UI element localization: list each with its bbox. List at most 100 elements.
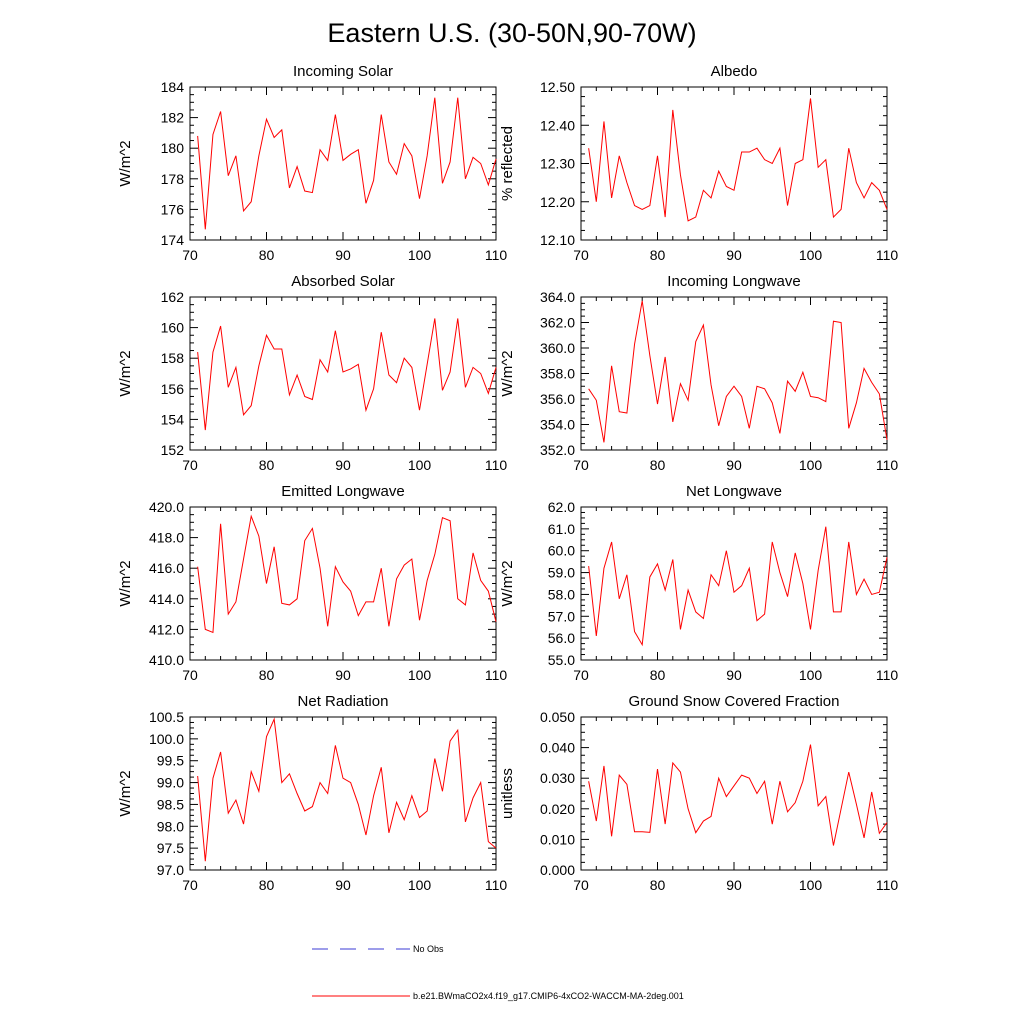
y-tick-label: 0.050 — [540, 709, 575, 725]
plot-frame — [580, 296, 888, 451]
y-tick-label: 56.0 — [548, 630, 575, 646]
x-tick-label: 90 — [335, 247, 351, 263]
series-line-net-longwave — [588, 526, 888, 647]
y-tick-label: 59.0 — [548, 565, 575, 581]
x-tick-label: 110 — [485, 877, 508, 893]
panel-net-radiation: 70 80 90 100 110 97.0 97.5 98.0 98.5 99.0 99.5 100.… — [117, 693, 507, 893]
y-tick-label: 100.5 — [149, 709, 184, 725]
x-tick-label: 70 — [573, 457, 589, 473]
y-tick-label: 97.5 — [157, 840, 184, 856]
x-tick-label: 110 — [876, 247, 899, 263]
plot-frame — [189, 716, 497, 871]
y-tick-label: 412.0 — [149, 621, 184, 637]
plot-frame — [580, 506, 888, 661]
panel-title: Albedo — [711, 63, 758, 80]
y-tick-label: 12.30 — [540, 156, 575, 172]
y-tick-label: 420.0 — [149, 499, 184, 515]
y-tick-label: 354.0 — [540, 417, 575, 433]
y-tick-label: 0.040 — [540, 740, 575, 756]
legend: No Obs b.e21.BWmaCO2x4.f19_g17.CMIP6-4xC… — [312, 944, 684, 1001]
y-tick-label: 12.50 — [540, 79, 575, 95]
x-tick-label: 80 — [259, 247, 275, 263]
panel-title: Ground Snow Covered Fraction — [629, 693, 840, 710]
series-line-ground-snow-covered-fraction — [588, 744, 888, 846]
y-tick-label: 184 — [161, 79, 185, 95]
panel-albedo: 70 80 90 100 110 12.10 12.20 12.30 12.40 12.50 Alb… — [499, 63, 898, 263]
x-tick-label: 110 — [485, 247, 508, 263]
y-tick-label: 100.0 — [149, 731, 184, 747]
x-tick-label: 80 — [650, 877, 666, 893]
x-tick-label: 110 — [876, 457, 899, 473]
y-tick-label: 12.10 — [540, 232, 575, 248]
panel-incoming-solar: 70 80 90 100 110 174 176 178 180 182 184 Incoming S… — [117, 63, 507, 263]
y-tick-label: 55.0 — [548, 652, 575, 668]
x-tick-label: 100 — [799, 457, 823, 473]
plot-frame — [189, 86, 497, 241]
y-tick-label: 61.0 — [548, 521, 575, 537]
x-tick-label: 80 — [259, 877, 275, 893]
plot-frame — [580, 716, 888, 871]
y-axis-label: W/m^2 — [499, 350, 516, 396]
x-tick-label: 90 — [335, 667, 351, 683]
panel-ground-snow-covered-fraction: 70 80 90 100 110 0.000 0.010 0.020 0.030 0.040 0.0… — [499, 693, 898, 893]
series-line-incoming-longwave — [588, 300, 888, 443]
y-tick-label: 156 — [161, 381, 185, 397]
x-tick-label: 100 — [408, 667, 432, 683]
x-tick-label: 80 — [650, 247, 666, 263]
x-tick-label: 100 — [408, 247, 432, 263]
x-tick-label: 90 — [726, 247, 742, 263]
x-tick-label: 70 — [182, 877, 198, 893]
panel-net-longwave: 70 80 90 100 110 55.0 56.0 57.0 58.0 59.0 60.0 61.0… — [499, 483, 898, 683]
y-tick-label: 178 — [161, 171, 185, 187]
x-tick-label: 70 — [573, 667, 589, 683]
y-tick-label: 182 — [161, 110, 185, 126]
y-tick-label: 362.0 — [540, 315, 575, 331]
y-tick-label: 98.5 — [157, 796, 184, 812]
y-axis-label: unitless — [499, 768, 516, 819]
y-tick-label: 364.0 — [540, 289, 575, 305]
x-tick-label: 110 — [485, 667, 508, 683]
y-tick-label: 154 — [161, 411, 185, 427]
panel-title: Absorbed Solar — [291, 273, 394, 290]
panel-absorbed-solar: 70 80 90 100 110 152 154 156 158 160 162 Absorbed S… — [117, 273, 507, 473]
y-tick-label: 99.0 — [157, 775, 184, 791]
series-line-net-radiation — [197, 717, 497, 862]
x-tick-label: 90 — [726, 667, 742, 683]
y-tick-label: 180 — [161, 140, 185, 156]
panel-title: Net Longwave — [686, 483, 782, 500]
x-tick-label: 80 — [259, 457, 275, 473]
y-tick-label: 12.40 — [540, 117, 575, 133]
x-tick-label: 90 — [335, 877, 351, 893]
series-line-absorbed-solar — [197, 318, 497, 431]
y-tick-label: 360.0 — [540, 340, 575, 356]
y-tick-label: 160 — [161, 320, 185, 336]
panel-title: Emitted Longwave — [281, 483, 404, 500]
x-tick-label: 70 — [573, 877, 589, 893]
x-tick-label: 80 — [650, 667, 666, 683]
y-axis-label: W/m^2 — [117, 770, 134, 816]
x-tick-label: 100 — [799, 877, 823, 893]
plot-frame — [189, 506, 497, 661]
series-line-incoming-solar — [197, 97, 497, 230]
x-tick-label: 80 — [650, 457, 666, 473]
panel-incoming-longwave: 70 80 90 100 110 352.0 354.0 356.0 358.0 360.0 362… — [499, 273, 898, 473]
x-tick-label: 90 — [335, 457, 351, 473]
y-tick-label: 410.0 — [149, 652, 184, 668]
y-tick-label: 176 — [161, 201, 185, 217]
y-tick-label: 162 — [161, 289, 185, 305]
x-tick-label: 90 — [726, 877, 742, 893]
y-tick-label: 358.0 — [540, 366, 575, 382]
y-tick-label: 356.0 — [540, 391, 575, 407]
x-tick-label: 70 — [182, 457, 198, 473]
y-axis-label: W/m^2 — [499, 560, 516, 606]
x-tick-label: 110 — [876, 877, 899, 893]
main-title: Eastern U.S. (30-50N,90-70W) — [327, 18, 696, 48]
panels: 70 80 90 100 110 174 176 178 180 182 184 Incoming S… — [117, 63, 898, 893]
y-tick-label: 414.0 — [149, 591, 184, 607]
y-tick-label: 158 — [161, 350, 185, 366]
y-tick-label: 60.0 — [548, 543, 575, 559]
y-tick-label: 416.0 — [149, 560, 184, 576]
x-tick-label: 70 — [182, 247, 198, 263]
y-tick-label: 12.20 — [540, 194, 575, 210]
